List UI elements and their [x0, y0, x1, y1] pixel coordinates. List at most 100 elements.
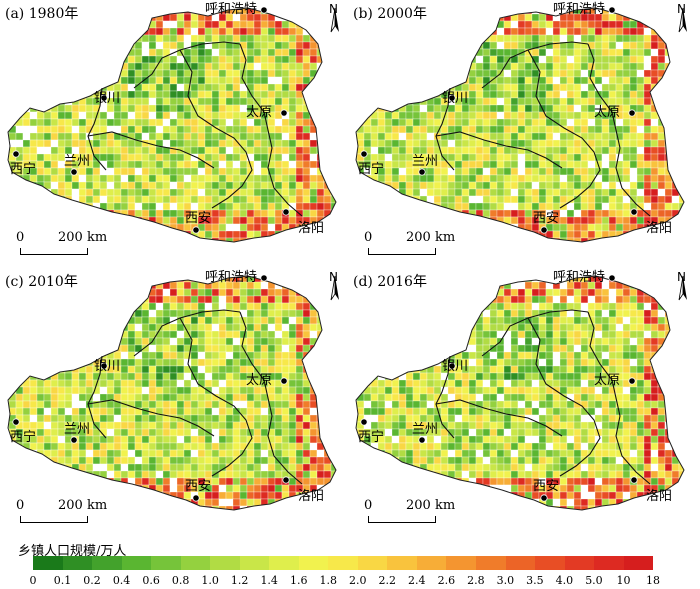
province-boundary [587, 311, 651, 485]
city-dot [628, 377, 636, 385]
scale-bar-line [20, 248, 88, 255]
city-dot [12, 418, 20, 426]
north-arrow-icon: N [673, 270, 693, 302]
legend-tick-label: 0 [29, 574, 37, 587]
legend-swatch [62, 556, 93, 570]
city-dot [540, 226, 548, 234]
north-label: N [329, 270, 338, 284]
scale-distance-label: 200 km [58, 230, 108, 245]
province-boundary [435, 87, 455, 171]
panel-title: (d) 2016年 [353, 274, 427, 290]
legend-swatch [623, 556, 654, 570]
scale-bar: 0 200 km [16, 230, 126, 260]
panel-title: (a) 1980年 [5, 6, 79, 22]
city-label-lanzhou: 兰州 [64, 154, 91, 169]
city-label-xian: 西安 [185, 479, 212, 494]
province-boundary [87, 87, 107, 171]
north-arrow-icon: N [325, 270, 345, 302]
map-1980 [7, 6, 337, 243]
city-label-yinchuan: 银川 [94, 91, 121, 106]
scale-bar: 0 200 km [364, 230, 474, 260]
scale-bar: 0 200 km [16, 498, 126, 528]
map-2000 [355, 6, 685, 243]
city-dot [630, 208, 638, 216]
city-dot [192, 494, 200, 502]
north-label: N [677, 2, 686, 16]
province-boundary [87, 131, 215, 169]
city-dot [448, 94, 456, 102]
scale-distance-label: 200 km [406, 230, 456, 245]
north-arrow-icon: N [325, 2, 345, 34]
city-dot [70, 168, 78, 176]
legend-tick-label: 0.4 [112, 574, 131, 587]
scale-bar-line [368, 516, 436, 523]
township-cells [8, 8, 336, 242]
scale-zero-label: 0 [16, 498, 25, 513]
scale-bar-line [368, 248, 436, 255]
legend-tick-label: 2.6 [437, 574, 456, 587]
city-dot [608, 274, 616, 282]
city-label-xining: 西宁 [10, 162, 37, 177]
legend-swatch [92, 556, 122, 570]
legend-swatch [328, 556, 358, 570]
legend-tick-label: 2.0 [349, 574, 367, 587]
scale-bar-line [20, 516, 88, 523]
province-boundary [239, 311, 303, 485]
city-dot [282, 208, 290, 216]
legend-swatch [180, 556, 211, 570]
city-dot [418, 436, 426, 444]
legend-swatch [269, 556, 299, 570]
legend-tick-label: 1.2 [230, 574, 249, 587]
city-dot [630, 476, 638, 484]
city-label-taiyuan: 太原 [246, 105, 273, 120]
city-dot [360, 418, 368, 426]
city-dot [608, 6, 616, 14]
city-dot [260, 274, 268, 282]
province-boundary [239, 43, 303, 217]
legend-tick-label: 5.0 [585, 574, 603, 587]
legend-swatch [475, 556, 506, 570]
legend-swatch [564, 556, 595, 570]
city-label-taiyuan: 太原 [246, 373, 273, 388]
legend-swatch [33, 556, 63, 570]
scale-bar: 0 200 km [364, 498, 474, 528]
legend-swatch [505, 556, 536, 570]
city-dot [628, 109, 636, 117]
province-boundary [527, 317, 601, 477]
city-dot [192, 226, 200, 234]
province-boundary [435, 355, 455, 439]
legend-tick-label: 2.2 [378, 574, 397, 587]
region-outline [7, 7, 337, 243]
city-dot [448, 362, 456, 370]
township-cells [8, 276, 336, 510]
legend-tick-label: 18 [646, 574, 660, 587]
map-panel-2016: (d) 2016年 呼和浩特 银川 太原 西宁 兰州 西安 洛阳 N 0 200… [350, 268, 695, 538]
legend-ticks: 0 0.1 0.2 0.4 0.6 0.8 1.0 1.2 1.4 1.6 1.8 2.0 2.2 2.4… [29, 574, 661, 588]
city-label-hohhot: 呼和浩特 [205, 2, 258, 17]
city-label-yinchuan: 银川 [94, 359, 121, 374]
city-label-xian: 西安 [533, 479, 560, 494]
city-label-taiyuan: 太原 [594, 373, 621, 388]
legend-tick-label: 1.0 [201, 574, 219, 587]
city-label-luoyang: 洛阳 [646, 221, 673, 236]
north-arrow-icon: N [673, 2, 693, 34]
legend-tick-label: 1.8 [319, 574, 337, 587]
legend-swatch [535, 556, 565, 570]
legend-tick-label: 3.5 [526, 574, 544, 587]
legend-tick-label: 0.6 [142, 574, 160, 587]
province-boundary [587, 43, 651, 217]
city-dot [360, 150, 368, 158]
legend-color-bar [33, 556, 654, 570]
legend-title: 乡镇人口规模/万人 [18, 544, 127, 559]
city-dot [540, 494, 548, 502]
city-label-hohhot: 呼和浩特 [553, 270, 606, 285]
province-boundary [87, 399, 215, 437]
city-dot [260, 6, 268, 14]
panel-title: (b) 2000年 [353, 6, 427, 22]
city-dot [70, 436, 78, 444]
panel-title: (c) 2010年 [5, 274, 78, 290]
legend-swatch [357, 556, 388, 570]
legend-tick-label: 3.0 [496, 574, 515, 587]
city-label-luoyang: 洛阳 [298, 221, 325, 236]
city-label-xining: 西宁 [358, 430, 385, 445]
